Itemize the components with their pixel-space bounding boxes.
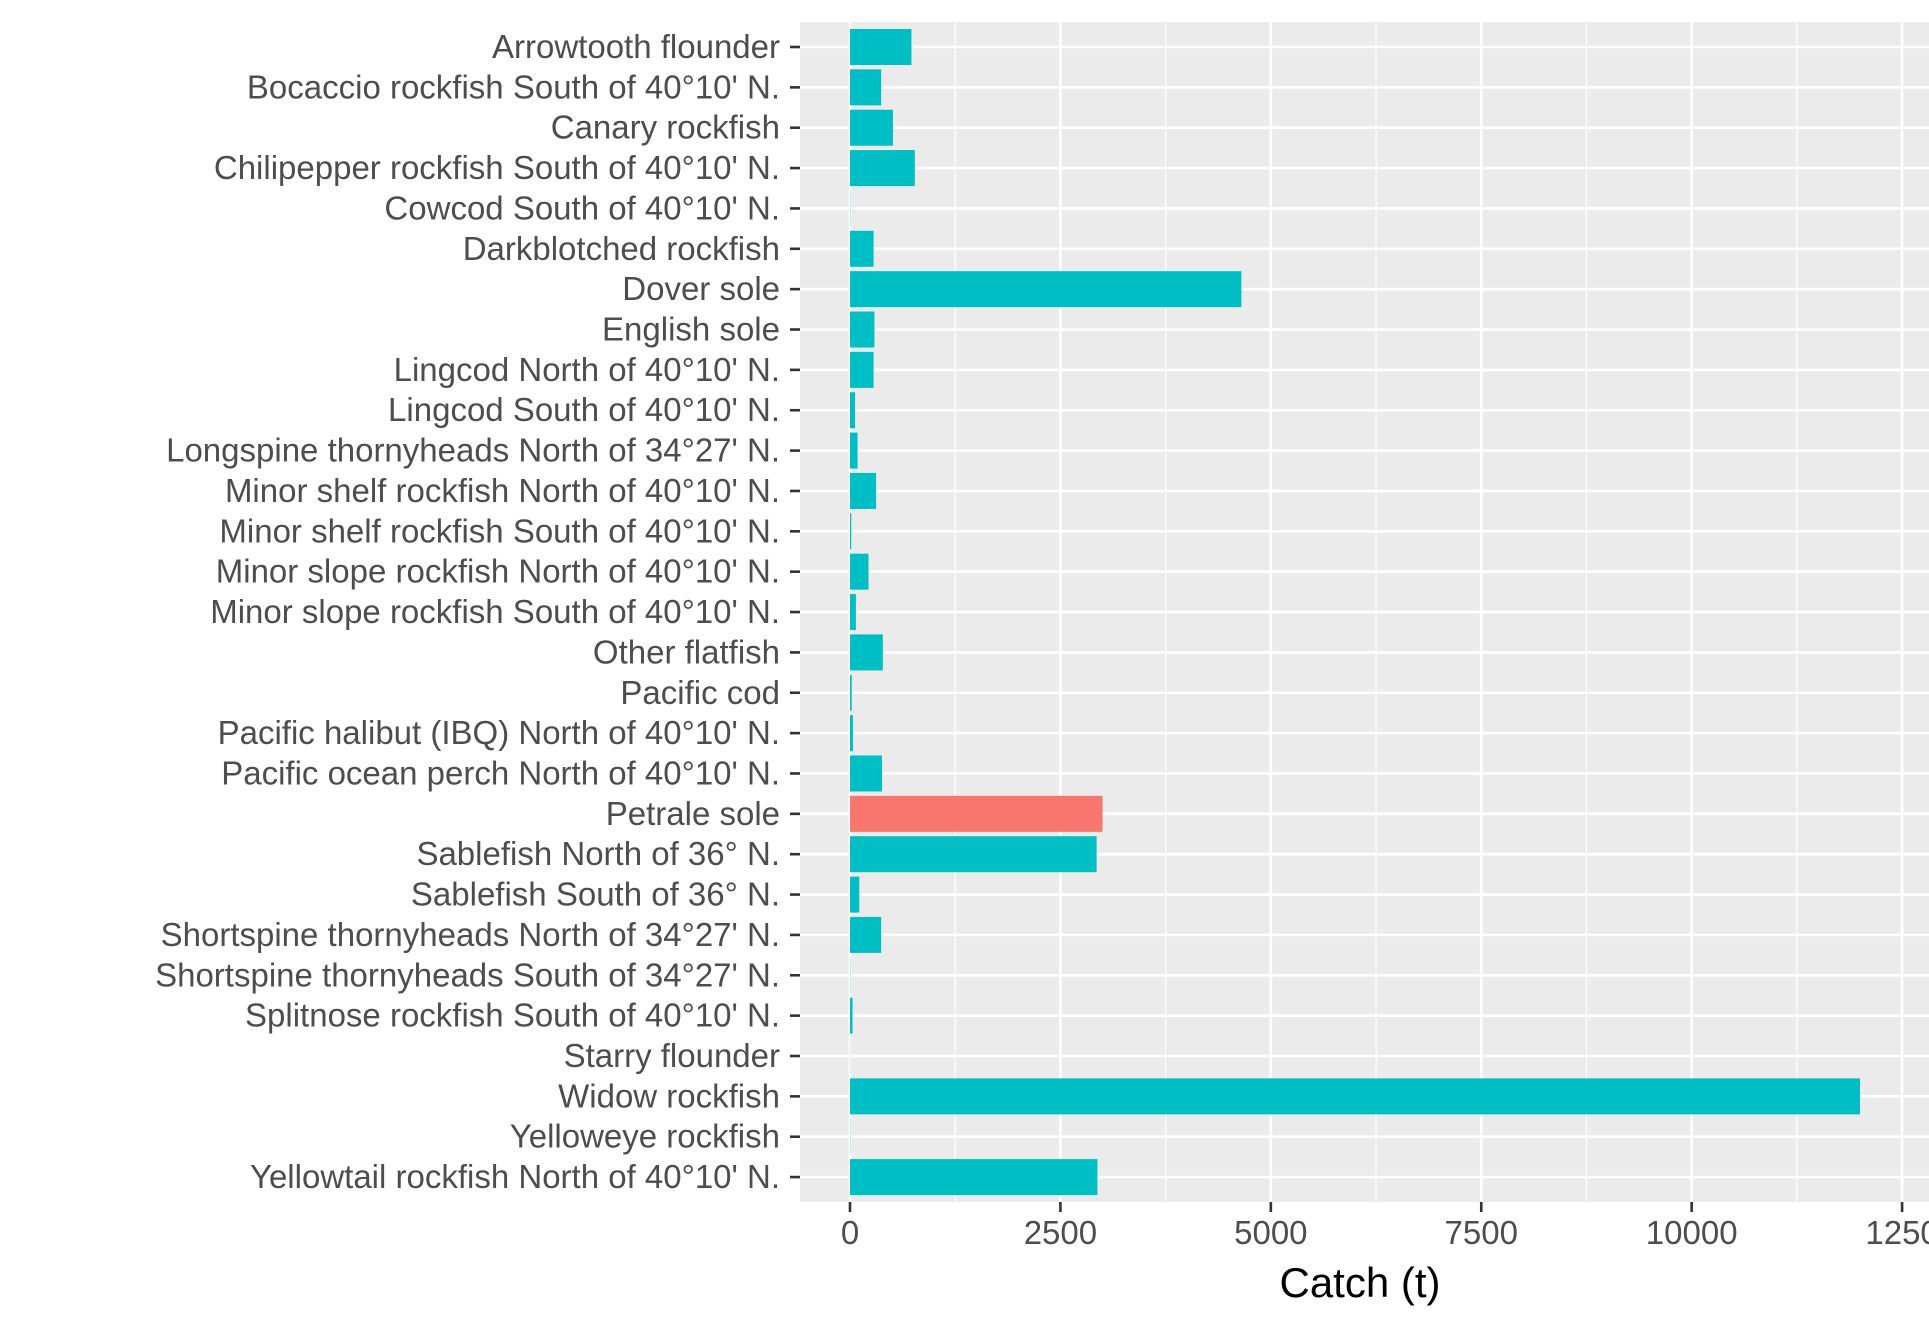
y-tick-label: Pacific halibut (IBQ) North of 40°10' N. — [218, 714, 780, 751]
y-tick-label: Petrale sole — [606, 795, 780, 832]
bar-7 — [850, 311, 875, 348]
y-tick-label: English sole — [602, 311, 780, 348]
bar-20 — [850, 836, 1097, 873]
y-tick-label: Pacific ocean perch North of 40°10' N. — [221, 754, 780, 791]
y-tick-label: Arrowtooth flounder — [492, 28, 780, 65]
x-tick-label: 5000 — [1234, 1214, 1307, 1251]
y-tick-label: Minor slope rockfish North of 40°10' N. — [216, 553, 780, 590]
y-tick-label: Widow rockfish — [558, 1077, 780, 1114]
y-tick-label: Sablefish North of 36° N. — [416, 835, 780, 872]
y-tick-label: Chilipepper rockfish South of 40°10' N. — [214, 149, 780, 186]
bar-24 — [850, 997, 853, 1034]
y-tick-label: Canary rockfish — [551, 109, 780, 146]
y-tick-label: Lingcod South of 40°10' N. — [388, 391, 780, 428]
bar-1 — [850, 69, 882, 106]
y-tick-label: Shortspine thornyheads North of 34°27' N… — [161, 916, 780, 953]
x-tick-label: 1250 — [1865, 1214, 1929, 1251]
x-tick-label: 0 — [841, 1214, 859, 1251]
y-tick-label: Minor shelf rockfish North of 40°10' N. — [225, 472, 780, 509]
bar-8 — [850, 351, 874, 388]
bars — [850, 29, 1860, 1196]
x-axis: 0 2500 5000 7500 10000 1250 — [841, 1202, 1929, 1251]
major-gridlines — [800, 22, 1929, 1202]
bar-17 — [850, 715, 853, 752]
bar-10 — [850, 432, 858, 469]
bar-9 — [850, 392, 856, 429]
x-tick-label: 7500 — [1445, 1214, 1518, 1251]
bar-6 — [850, 271, 1242, 308]
y-tick-label: Pacific cod — [620, 674, 780, 711]
x-tick-label: 10000 — [1646, 1214, 1738, 1251]
bar-5 — [850, 230, 874, 267]
y-tick-label: Sablefish South of 36° N. — [411, 876, 780, 913]
y-tick-label: Longspine thornyheads North of 34°27' N. — [166, 432, 780, 469]
x-tick-label: 2500 — [1024, 1214, 1097, 1251]
bar-28 — [850, 1159, 1098, 1196]
y-tick-label: Minor slope rockfish South of 40°10' N. — [210, 593, 780, 630]
bar-19 — [850, 795, 1103, 832]
bar-21 — [850, 876, 860, 913]
bar-16 — [850, 674, 852, 711]
y-tick-label: Splitnose rockfish South of 40°10' N. — [245, 997, 780, 1034]
bar-11 — [850, 472, 877, 509]
y-tick-label: Other flatfish — [593, 633, 780, 670]
y-tick-label: Cowcod South of 40°10' N. — [384, 189, 780, 226]
y-tick-label: Darkblotched rockfish — [463, 230, 780, 267]
y-tick-label: Dover sole — [622, 270, 780, 307]
y-tick-label: Yellowtail rockfish North of 40°10' N. — [250, 1158, 780, 1195]
y-tick-label: Lingcod North of 40°10' N. — [394, 351, 780, 388]
bar-26 — [850, 1078, 1860, 1115]
bar-15 — [850, 634, 883, 671]
bar-0 — [850, 29, 912, 65]
bar-22 — [850, 916, 882, 953]
bar-18 — [850, 755, 882, 792]
bar-13 — [850, 553, 869, 590]
y-tick-label: Yelloweye rockfish — [510, 1118, 780, 1155]
y-tick-label: Bocaccio rockfish South of 40°10' N. — [247, 68, 780, 105]
bar-14 — [850, 594, 856, 631]
y-tick-label: Starry flounder — [564, 1037, 780, 1074]
bar-2 — [850, 109, 893, 146]
y-tick-label: Minor shelf rockfish South of 40°10' N. — [219, 512, 780, 549]
y-tick-label: Shortspine thornyheads South of 34°27' N… — [155, 956, 780, 993]
bar-3 — [850, 150, 915, 187]
bar-12 — [850, 513, 852, 550]
x-axis-title: Catch (t) — [1279, 1259, 1440, 1306]
